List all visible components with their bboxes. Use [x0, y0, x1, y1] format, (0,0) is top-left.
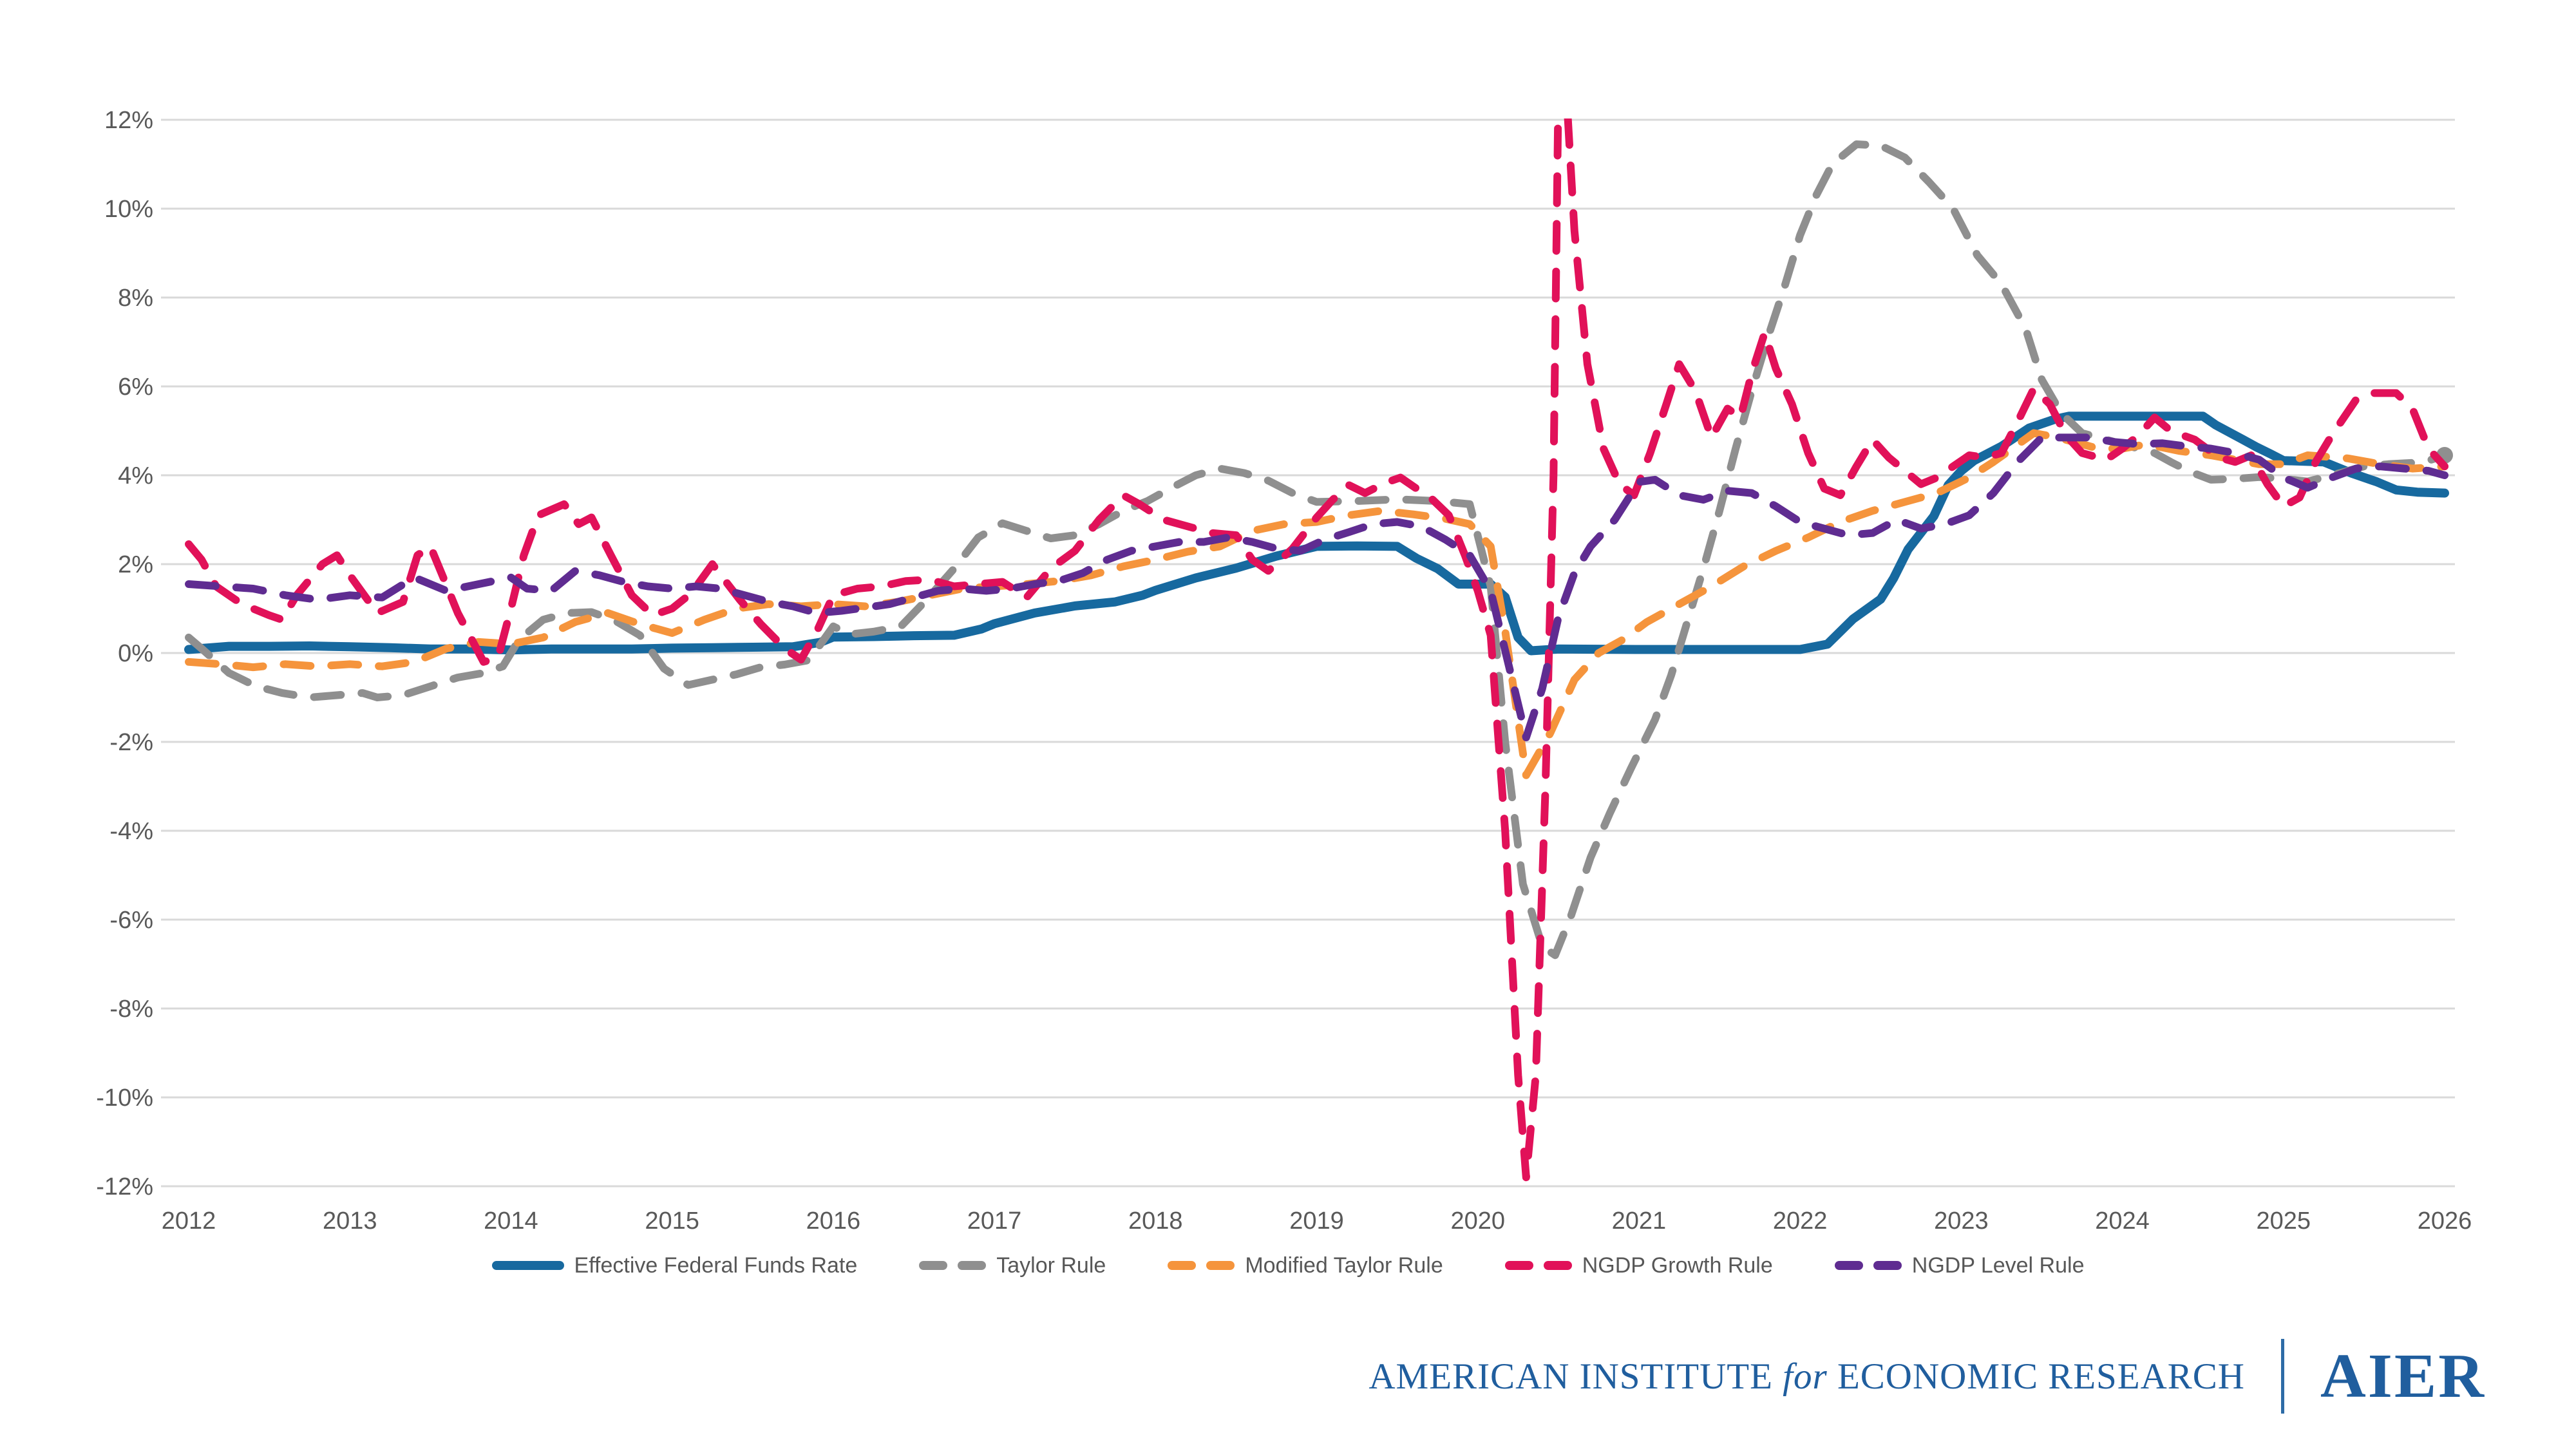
series-line [185, 429, 2448, 779]
legend-label: Effective Federal Funds Rate [574, 1253, 858, 1278]
y-tick-label: 0% [118, 640, 153, 667]
y-tick-label: -12% [96, 1173, 153, 1200]
org-name-for: for [1783, 1356, 1828, 1397]
data-series [184, 118, 2453, 1182]
legend-dash-sample [1834, 1261, 1863, 1270]
x-tick-label: 2022 [1773, 1208, 1828, 1235]
legend-dash-sample [1168, 1261, 1197, 1270]
org-name-part1: AMERICAN INSTITUTE [1368, 1356, 1773, 1397]
series-line [184, 412, 2449, 656]
x-tick-label: 2019 [1289, 1208, 1344, 1235]
footer-branding: AMERICAN INSTITUTE for ECONOMIC RESEARCH… [1368, 1334, 2486, 1418]
legend-dash-sample [1206, 1261, 1235, 1270]
x-tick-label: 2018 [1128, 1208, 1183, 1235]
legend-dash-sample [1504, 1261, 1533, 1270]
legend-swatch [1168, 1261, 1235, 1270]
y-tick-label: -4% [109, 818, 153, 845]
legend-swatch [919, 1261, 987, 1270]
legend-item-ngdp-growth-rule: NGDP Growth Rule [1504, 1253, 1773, 1278]
x-tick-label: 2026 [2418, 1208, 2472, 1235]
legend-line-sample [491, 1261, 564, 1270]
org-name-part2: ECONOMIC RESEARCH [1837, 1356, 2245, 1397]
legend-swatch [491, 1261, 564, 1270]
x-tick-label: 2023 [1934, 1208, 1989, 1235]
y-axis-labels: 12% 10% 8% 6% 4% 2% 0% -2% -4% -6% -8% -10% -12% [96, 107, 153, 1200]
legend-label: Taylor Rule [996, 1253, 1106, 1278]
x-tick-label: 2017 [967, 1208, 1022, 1235]
legend-dash-sample [1543, 1261, 1572, 1270]
footer-separator [2280, 1339, 2284, 1414]
y-tick-label: 10% [104, 196, 153, 223]
y-tick-label: -8% [109, 996, 153, 1023]
y-tick-label: 8% [118, 285, 153, 312]
legend-item-taylor-rule: Taylor Rule [919, 1253, 1106, 1278]
y-tick-label: 6% [118, 374, 153, 401]
x-tick-label: 2016 [806, 1208, 861, 1235]
x-tick-label: 2013 [323, 1208, 377, 1235]
y-tick-label: -10% [96, 1084, 153, 1112]
y-tick-label: 2% [118, 551, 153, 578]
y-tick-label: -6% [109, 907, 153, 934]
x-tick-label: 2012 [162, 1208, 216, 1235]
line-chart: 12% 10% 8% 6% 4% 2% 0% -2% -4% -6% -8% -10% -12% 201… [96, 107, 2472, 1235]
legend-dash-sample [919, 1261, 948, 1270]
y-tick-label: -2% [109, 729, 153, 756]
legend-item-modified-taylor-rule: Modified Taylor Rule [1168, 1253, 1443, 1278]
x-tick-label: 2015 [645, 1208, 699, 1235]
legend-item-effective-federal-funds-rate: Effective Federal Funds Rate [491, 1253, 858, 1278]
x-tick-label: 2014 [484, 1208, 538, 1235]
legend-dash-sample [958, 1261, 987, 1270]
x-tick-label: 2024 [2095, 1208, 2150, 1235]
series-line [185, 433, 2448, 742]
legend-label: NGDP Growth Rule [1582, 1253, 1773, 1278]
legend-item-ngdp-level-rule: NGDP Level Rule [1834, 1253, 2085, 1278]
legend-label: Modified Taylor Rule [1245, 1253, 1443, 1278]
x-tick-label: 2021 [1612, 1208, 1667, 1235]
legend-dash-sample [1873, 1261, 1902, 1270]
chart-legend: Effective Federal Funds Rate Taylor Rule M… [0, 1238, 2576, 1293]
series-line [185, 118, 2448, 1182]
y-tick-label: 12% [104, 107, 153, 134]
gridlines [161, 118, 2455, 1188]
legend-label: NGDP Level Rule [1911, 1253, 2085, 1278]
series-line [185, 140, 2448, 960]
y-tick-label: 4% [118, 462, 153, 489]
x-tick-label: 2020 [1450, 1208, 1505, 1235]
legend-swatch [1504, 1261, 1572, 1270]
x-tick-label: 2025 [2257, 1208, 2311, 1235]
aier-logo: AIER [2320, 1341, 2486, 1411]
x-axis-labels: 2012 2013 2014 2015 2016 2017 2018 2019 2020 2021… [162, 1208, 2472, 1235]
org-name: AMERICAN INSTITUTE for ECONOMIC RESEARCH [1368, 1356, 2245, 1397]
legend-swatch [1834, 1261, 1902, 1270]
